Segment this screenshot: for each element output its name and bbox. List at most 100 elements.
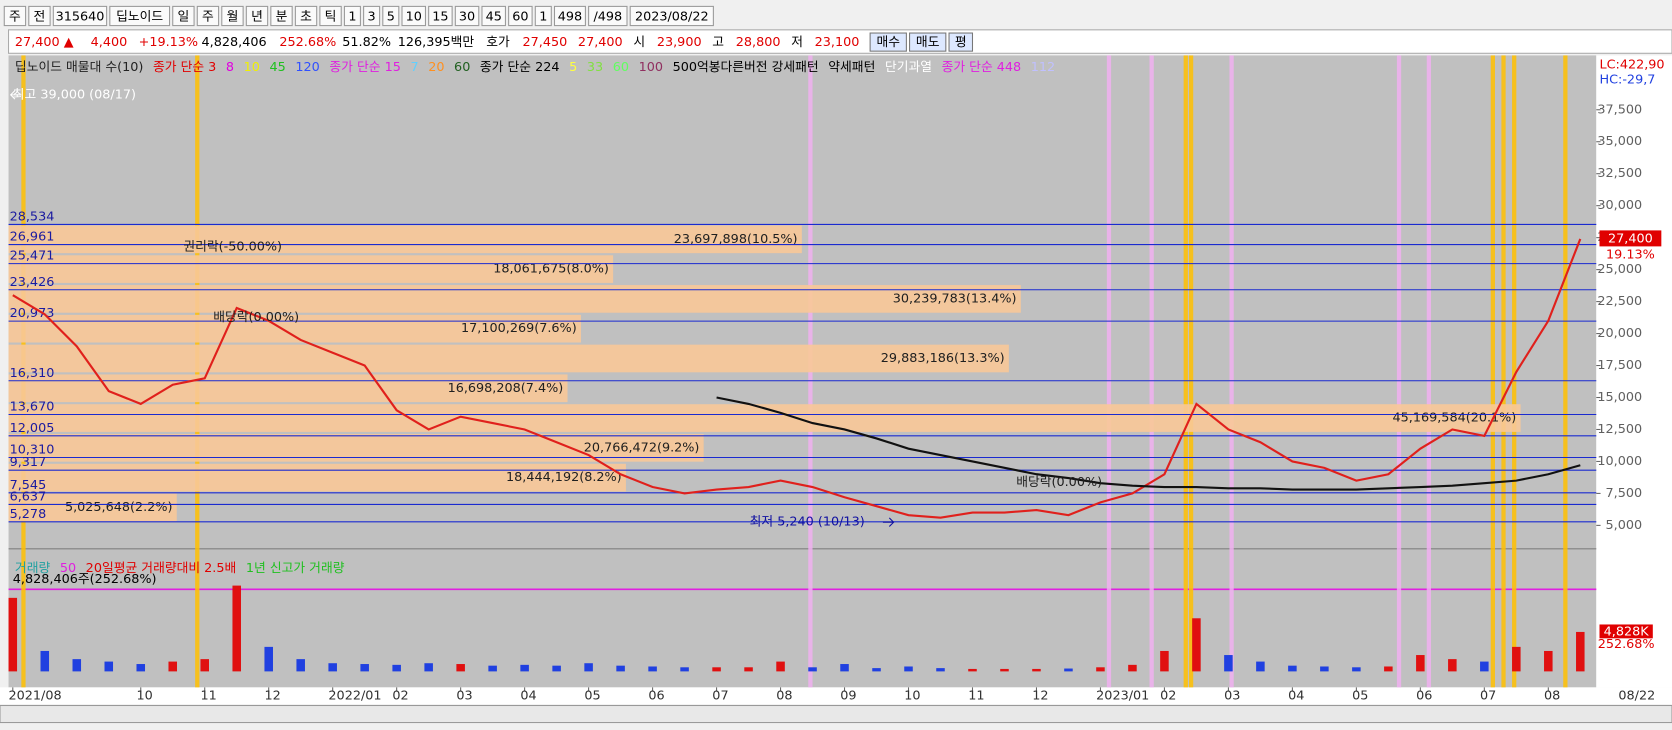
volume-bar — [1512, 646, 1521, 672]
toolbar-button[interactable] — [588, 5, 628, 27]
toolbar-button[interactable] — [508, 5, 533, 27]
toolbar-button[interactable] — [270, 5, 293, 27]
toolbar-label[interactable]: 2023/08/22 — [635, 10, 709, 25]
toolbar-label[interactable]: 전 — [34, 10, 46, 25]
order-button[interactable] — [909, 32, 947, 52]
volume-bar — [1000, 668, 1009, 672]
toolbar-button[interactable] — [245, 5, 269, 27]
price-level-label: 7,545 — [10, 478, 47, 493]
toolbar-label[interactable]: 초 — [300, 10, 312, 25]
price-level-label: 13,670 — [10, 400, 55, 415]
volume-summary: 4,828,406주(252.68%) — [13, 572, 157, 587]
toolbar-button[interactable] — [481, 5, 506, 27]
info-text: 4,828,406 — [202, 35, 267, 50]
y-tick-label: 10,000 — [1597, 454, 1642, 469]
legend-entry: 딥노이드 매물대 수(10) — [15, 60, 143, 75]
toolbar-button[interactable] — [196, 5, 220, 27]
y-tick-label: 17,500 — [1597, 358, 1642, 373]
toolbar-label[interactable]: 분 — [276, 10, 288, 25]
info-text: 252.68% — [279, 35, 336, 50]
volume-profile-label: 30,239,783(13.4%) — [893, 291, 1017, 306]
legend-entry: 거래량 — [15, 561, 51, 576]
toolbar-label[interactable]: 주 — [202, 10, 214, 25]
toolbar-button[interactable] — [553, 5, 586, 27]
volume-bar — [168, 661, 178, 672]
toolbar-button[interactable] — [221, 5, 244, 27]
toolbar-button[interactable] — [52, 5, 108, 27]
toolbar-label[interactable]: /498 — [593, 10, 622, 25]
toolbar-label[interactable]: 년 — [251, 10, 263, 25]
toolbar-label[interactable]: 315640 — [56, 10, 105, 25]
order-button-label[interactable]: 평 — [955, 35, 967, 50]
toolbar-button[interactable] — [428, 5, 453, 27]
y-tick-label: 37,500 — [1597, 102, 1642, 117]
toolbar-label[interactable]: 딥노이드 — [116, 10, 163, 25]
legend-entry: 50 — [60, 561, 76, 576]
toolbar-button[interactable] — [363, 5, 381, 27]
toolbar-button[interactable] — [382, 5, 400, 27]
volume-bar — [1352, 667, 1361, 672]
toolbar-label[interactable]: 3 — [368, 10, 376, 25]
volume-profile-label: 16,698,208(7.4%) — [448, 381, 564, 396]
x-tick-label: 03 — [456, 688, 472, 703]
signal-stripe — [1229, 55, 1234, 688]
toolbar-button[interactable] — [109, 5, 171, 27]
toolbar-label[interactable]: 주 — [9, 10, 21, 25]
volume-profile-label: 23,697,898(10.5%) — [674, 232, 798, 247]
toolbar-button[interactable] — [401, 5, 426, 27]
signal-stripe — [1512, 55, 1517, 688]
price-level-label: 5,278 — [10, 507, 47, 522]
chart-annotation: 배당락(0.00%) — [1016, 475, 1102, 490]
volume-bar — [840, 664, 849, 672]
toolbar-button[interactable] — [28, 5, 51, 27]
price-level-label: 25,471 — [10, 249, 55, 264]
scrollbar[interactable] — [0, 704, 1672, 724]
y-tick-label: 7,500 — [1606, 486, 1643, 501]
y-tick-label: 15,000 — [1597, 390, 1642, 405]
toolbar-label[interactable]: 10 — [406, 10, 422, 25]
toolbar-label[interactable]: 498 — [558, 10, 582, 25]
volume-bar — [1256, 661, 1265, 672]
toolbar-label[interactable]: 45 — [486, 10, 502, 25]
volume-pct-label: 252.68% — [1598, 637, 1655, 652]
toolbar-label[interactable]: 60 — [512, 10, 528, 25]
volume-bar — [1576, 631, 1585, 672]
x-tick-label: 05 — [1352, 688, 1368, 703]
order-button[interactable] — [948, 32, 974, 52]
order-button-label[interactable]: 매수 — [876, 35, 900, 50]
toolbar-label[interactable]: 틱 — [325, 10, 337, 25]
volume-bar — [552, 665, 561, 672]
toolbar-button[interactable] — [172, 5, 195, 27]
toolbar-label[interactable]: 일 — [178, 10, 190, 25]
toolbar-button[interactable] — [294, 5, 318, 27]
toolbar-label[interactable]: 15 — [432, 10, 448, 25]
legend-entry: 8 — [226, 60, 234, 75]
arrow-icon — [9, 90, 22, 100]
volume-profile-bar — [8, 463, 626, 492]
toolbar-button[interactable] — [629, 5, 714, 27]
toolbar-button[interactable] — [343, 5, 361, 27]
legend-entry: 종가 단순 3 — [153, 60, 216, 75]
toolbar-button[interactable] — [3, 5, 27, 27]
toolbar-label[interactable]: 30 — [459, 10, 475, 25]
x-tick-label: 03 — [1224, 688, 1240, 703]
x-tick-label: 08 — [776, 688, 792, 703]
order-button-label[interactable]: 매도 — [916, 35, 940, 50]
volume-profile-bar — [8, 255, 614, 283]
toolbar-label[interactable]: 1 — [348, 10, 356, 25]
x-tick-label: 2023/01 — [1096, 688, 1149, 703]
x-tick-label: 09 — [840, 688, 856, 703]
toolbar-label[interactable]: 월 — [227, 10, 239, 25]
order-button[interactable] — [869, 32, 907, 52]
toolbar-label[interactable]: 5 — [387, 10, 395, 25]
info-text: 4,400 — [91, 35, 128, 50]
toolbar-button[interactable] — [534, 5, 552, 27]
volume-profile-label: 18,061,675(8.0%) — [493, 262, 609, 277]
toolbar-label[interactable]: 1 — [539, 10, 547, 25]
toolbar-button[interactable] — [319, 5, 342, 27]
x-axis-bg — [0, 687, 1672, 705]
info-text: 23,900 — [657, 35, 702, 50]
volume-profile-label: 45,169,584(20.1%) — [1393, 411, 1517, 426]
toolbar-button[interactable] — [454, 5, 480, 27]
